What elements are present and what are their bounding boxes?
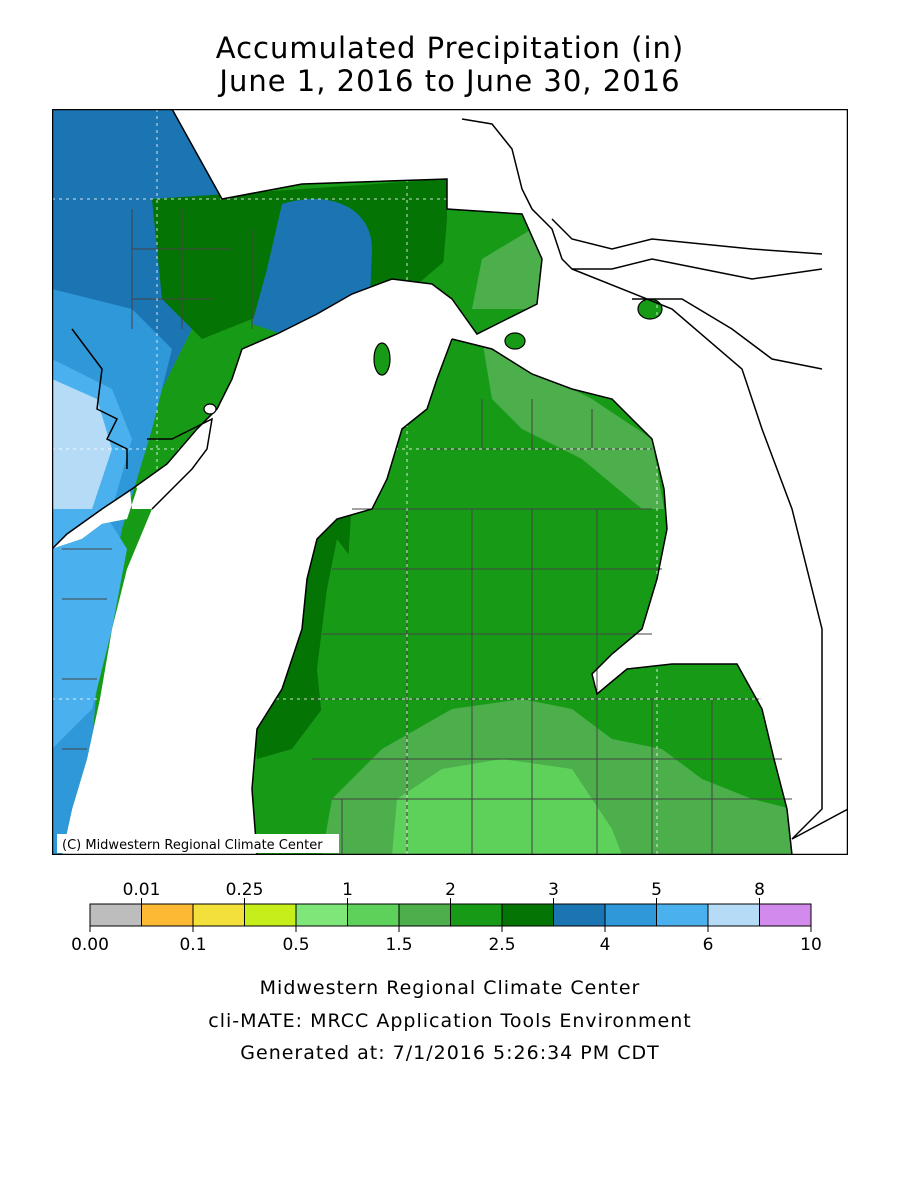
coastlines xyxy=(52,109,848,855)
legend-bin xyxy=(604,903,657,927)
legend-bottom-label: 0.1 xyxy=(179,935,206,955)
legend-top-labels: 0.01 0.25 1 2 3 5 8 xyxy=(123,880,765,904)
footer-org: Midwestern Regional Climate Center xyxy=(259,977,641,999)
legend-bin xyxy=(295,903,348,927)
legend-top-label: 2 xyxy=(445,880,456,900)
legend-bin xyxy=(244,903,297,927)
legend-bin xyxy=(398,903,451,927)
legend-bin xyxy=(656,903,709,927)
legend-bin xyxy=(553,903,606,927)
map-date-range: June 1, 2016 to June 30, 2016 xyxy=(219,64,681,98)
legend-bin xyxy=(450,903,503,927)
precipitation-map: (C) Midwestern Regional Climate Center xyxy=(52,109,848,855)
legend-bin xyxy=(759,903,812,927)
copyright-box xyxy=(57,834,339,853)
color-legend: 0.01 0.25 1 2 3 5 8 0.00 0.1 0.5 1.5 2.5 4 6 10 xyxy=(71,880,822,955)
copyright-text: (C) Midwestern Regional Climate Center xyxy=(62,838,323,853)
legend-bottom-label: 0.00 xyxy=(71,935,109,955)
legend-top-label: 0.01 xyxy=(123,880,161,900)
legend-bottom-labels: 0.00 0.1 0.5 1.5 2.5 4 6 10 xyxy=(71,926,822,955)
legend-top-label: 8 xyxy=(754,880,765,900)
legend-bin xyxy=(347,903,400,927)
legend-bottom-label: 1.5 xyxy=(385,935,412,955)
legend-top-label: 3 xyxy=(548,880,559,900)
legend-bottom-label: 2.5 xyxy=(488,935,515,955)
map-frame xyxy=(52,109,848,855)
legend-bin xyxy=(89,903,142,927)
legend-bottom-label: 6 xyxy=(703,935,714,955)
legend-bin xyxy=(707,903,760,927)
legend-top-label: 1 xyxy=(342,880,353,900)
legend-bin xyxy=(192,903,245,927)
legend-bin xyxy=(141,903,194,927)
footer-tool: cli-MATE: MRCC Application Tools Environ… xyxy=(208,1010,692,1032)
lat-lon-grid xyxy=(52,109,848,855)
legend-bottom-label: 0.5 xyxy=(282,935,309,955)
legend-top-label: 5 xyxy=(651,880,662,900)
legend-color-bins xyxy=(89,903,812,927)
legend-bottom-label: 4 xyxy=(600,935,611,955)
legend-top-label: 0.25 xyxy=(226,880,264,900)
footer-generated: Generated at: 7/1/2016 5:26:34 PM CDT xyxy=(240,1042,660,1064)
map-title: Accumulated Precipitation (in) xyxy=(215,31,685,65)
legend-bottom-label: 10 xyxy=(800,935,822,955)
legend-bin xyxy=(501,903,554,927)
